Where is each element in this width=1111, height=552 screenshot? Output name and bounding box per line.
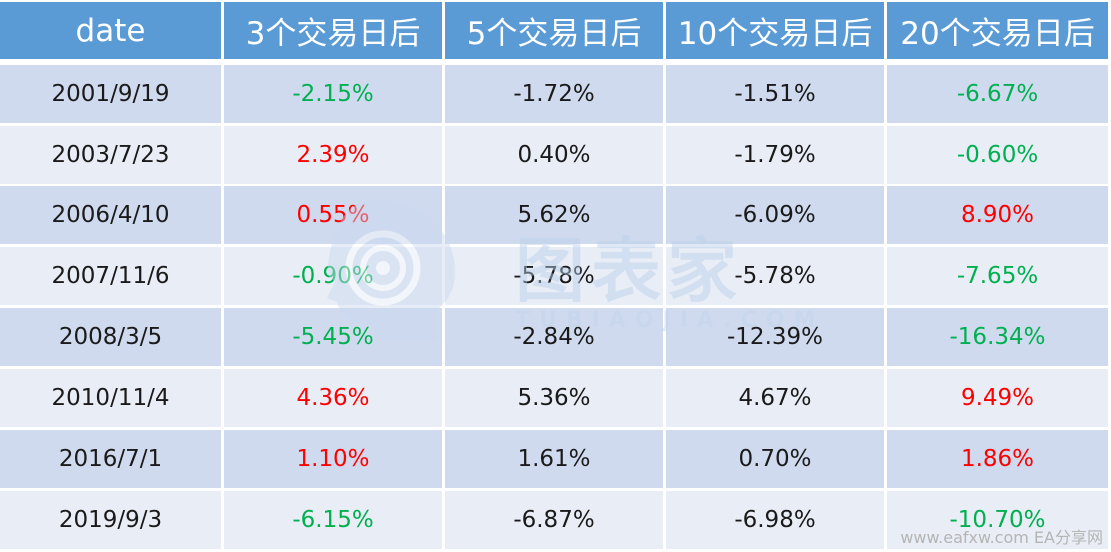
- value-cell: -5.45%: [224, 308, 442, 366]
- value-cell: -6.87%: [445, 491, 663, 549]
- value-cell: -1.72%: [445, 65, 663, 123]
- date-cell: 2006/4/10: [0, 186, 221, 244]
- value-cell: -5.78%: [666, 247, 884, 305]
- value-cell: -1.51%: [666, 65, 884, 123]
- value-cell: -12.39%: [666, 308, 884, 366]
- value-cell: -2.15%: [224, 65, 442, 123]
- value-cell: -10.70%: [887, 491, 1108, 549]
- value-cell: 1.61%: [445, 430, 663, 488]
- column-header: 3个交易日后: [224, 2, 442, 59]
- value-cell: 5.36%: [445, 369, 663, 427]
- value-cell: -7.65%: [887, 247, 1108, 305]
- value-cell: 0.40%: [445, 126, 663, 184]
- value-cell: 2.39%: [224, 126, 442, 184]
- column-header: 5个交易日后: [445, 2, 663, 59]
- value-cell: 4.36%: [224, 369, 442, 427]
- column-header: 20个交易日后: [887, 2, 1108, 59]
- value-cell: -0.60%: [887, 126, 1108, 184]
- date-cell: 2016/7/1: [0, 430, 221, 488]
- value-cell: -6.09%: [666, 186, 884, 244]
- date-cell: 2003/7/23: [0, 126, 221, 184]
- value-cell: -16.34%: [887, 308, 1108, 366]
- value-cell: -6.98%: [666, 491, 884, 549]
- value-cell: -2.84%: [445, 308, 663, 366]
- date-cell: 2019/9/3: [0, 491, 221, 549]
- value-cell: -5.78%: [445, 247, 663, 305]
- value-cell: 1.10%: [224, 430, 442, 488]
- column-header: date: [0, 2, 221, 59]
- value-cell: 5.62%: [445, 186, 663, 244]
- value-cell: -6.67%: [887, 65, 1108, 123]
- value-cell: 1.86%: [887, 430, 1108, 488]
- date-cell: 2008/3/5: [0, 308, 221, 366]
- value-cell: -6.15%: [224, 491, 442, 549]
- value-cell: 0.55%: [224, 186, 442, 244]
- date-cell: 2010/11/4: [0, 369, 221, 427]
- value-cell: -1.79%: [666, 126, 884, 184]
- value-cell: 8.90%: [887, 186, 1108, 244]
- date-cell: 2007/11/6: [0, 247, 221, 305]
- date-cell: 2001/9/19: [0, 65, 221, 123]
- source-watermark: www.eafxw.com EA分享网: [900, 528, 1103, 547]
- value-cell: 9.49%: [887, 369, 1108, 427]
- column-header: 10个交易日后: [666, 2, 884, 59]
- value-cell: 4.67%: [666, 369, 884, 427]
- value-cell: 0.70%: [666, 430, 884, 488]
- value-cell: -0.90%: [224, 247, 442, 305]
